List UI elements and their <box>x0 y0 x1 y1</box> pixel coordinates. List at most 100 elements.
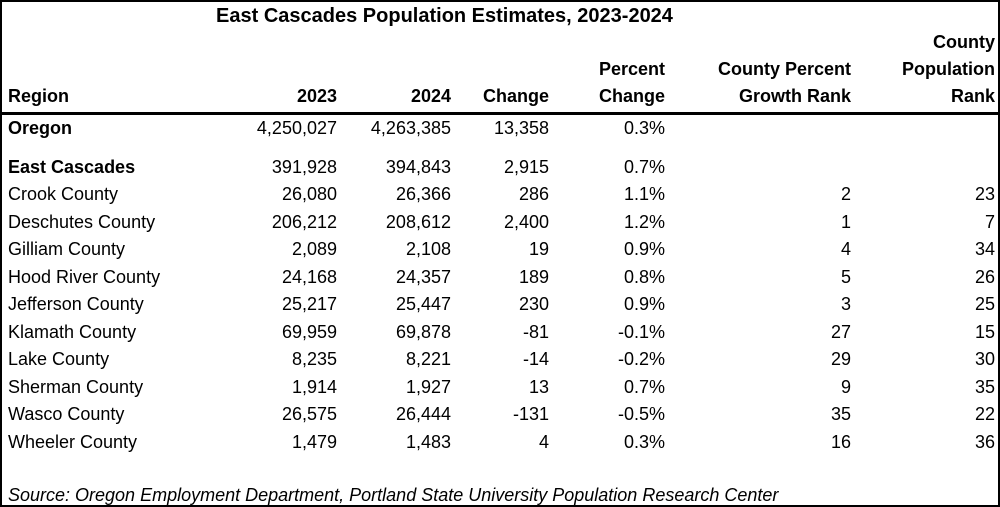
cell-region: Wheeler County <box>8 431 138 452</box>
cell-change: 13 <box>528 376 549 397</box>
cell-growth-rank: 1 <box>840 211 851 232</box>
cell-2024: 1,483 <box>405 431 451 452</box>
cell-2024: 25,447 <box>395 294 451 314</box>
cell-percent-change: 0.3% <box>623 118 665 138</box>
cell-2024: 69,878 <box>395 321 451 342</box>
cell-2023: 2,089 <box>291 239 337 259</box>
cell-change: 4 <box>538 431 549 452</box>
cell-2024: 24,357 <box>395 266 451 287</box>
cell-2023: 26,575 <box>281 404 337 424</box>
table-row-deschutes: Deschutes County 206,212 208,612 2,400 1… <box>2 209 998 237</box>
cell-percent-change: -0.1% <box>617 321 665 342</box>
cell-2023: 1,914 <box>291 376 337 397</box>
cell-2023: 4,250,027 <box>256 118 337 138</box>
cell-growth-rank: 27 <box>830 321 851 342</box>
cell-change: -81 <box>522 321 549 342</box>
table-row-jefferson: Jefferson County 25,217 25,447 230 0.9% … <box>2 291 998 319</box>
table-title: East Cascades Population Estimates, 2023… <box>216 5 673 27</box>
cell-growth-rank: 16 <box>830 431 851 452</box>
cell-region: Hood River County <box>8 266 161 287</box>
spacer-row <box>2 143 998 154</box>
cell-growth-rank <box>668 154 854 182</box>
cell-change: -131 <box>512 404 549 424</box>
cell-growth-rank: 4 <box>840 239 851 259</box>
cell-change: -14 <box>522 349 549 369</box>
cell-region: Klamath County <box>8 321 137 342</box>
cell-2024: 1,927 <box>405 376 451 397</box>
cell-2024: 8,221 <box>405 349 451 369</box>
cell-population-rank: 15 <box>974 321 995 342</box>
cell-percent-change: 0.9% <box>623 294 665 314</box>
cell-region: East Cascades <box>8 156 136 177</box>
cell-2024: 2,108 <box>405 239 451 259</box>
cell-growth-rank: 9 <box>840 376 851 397</box>
cell-change: 286 <box>518 184 549 204</box>
source-note: Source: Oregon Employment Department, Po… <box>8 485 779 505</box>
table-row-east-cascades: East Cascades 391,928 394,843 2,915 0.7% <box>2 154 998 182</box>
cell-population-rank: 36 <box>974 431 995 452</box>
cell-2024: 26,444 <box>395 404 451 424</box>
cell-region: Crook County <box>8 184 119 204</box>
cell-change: 230 <box>518 294 549 314</box>
cell-2023: 1,479 <box>291 431 337 452</box>
table-row-lake: Lake County 8,235 8,221 -14 -0.2% 29 30 <box>2 346 998 374</box>
header-2023: 2023 <box>234 29 340 115</box>
cell-2023: 26,080 <box>281 184 337 204</box>
cell-2023: 24,168 <box>281 266 337 287</box>
cell-2023: 391,928 <box>271 156 337 177</box>
table-row-wheeler: Wheeler County 1,479 1,483 4 0.3% 16 36 <box>2 429 998 457</box>
header-change: Change <box>454 29 552 115</box>
cell-2024: 208,612 <box>385 211 451 232</box>
cell-change: 2,915 <box>503 156 549 177</box>
table-row-gilliam: Gilliam County 2,089 2,108 19 0.9% 4 34 <box>2 236 998 264</box>
table-header: Region 2023 2024 Change Percent Change C… <box>2 29 998 115</box>
table-row-wasco: Wasco County 26,575 26,444 -131 -0.5% 35… <box>2 401 998 429</box>
cell-population-rank: 34 <box>974 239 995 259</box>
header-row: Region 2023 2024 Change Percent Change C… <box>2 29 998 115</box>
cell-change: 19 <box>528 239 549 259</box>
header-2024: 2024 <box>340 29 454 115</box>
table-row-klamath: Klamath County 69,959 69,878 -81 -0.1% 2… <box>2 319 998 347</box>
cell-percent-change: 0.9% <box>623 239 665 259</box>
cell-population-rank: 25 <box>974 294 995 314</box>
cell-change: 189 <box>518 266 549 287</box>
cell-2024: 26,366 <box>395 184 451 204</box>
cell-population-rank <box>854 114 998 143</box>
cell-population-rank: 35 <box>974 376 995 397</box>
cell-2024: 4,263,385 <box>370 118 451 138</box>
cell-region: Sherman County <box>8 376 144 397</box>
cell-2024: 394,843 <box>385 156 451 177</box>
cell-change: 2,400 <box>503 211 549 232</box>
cell-percent-change: 0.7% <box>623 156 665 177</box>
cell-growth-rank: 5 <box>840 266 851 287</box>
cell-change: 13,358 <box>493 118 549 138</box>
cell-region: Deschutes County <box>8 211 156 232</box>
cell-population-rank: 30 <box>974 349 995 369</box>
cell-2023: 8,235 <box>291 349 337 369</box>
cell-growth-rank: 3 <box>840 294 851 314</box>
cell-region: Oregon <box>8 118 73 138</box>
cell-percent-change: 0.7% <box>623 376 665 397</box>
cell-region: Wasco County <box>8 404 125 424</box>
cell-population-rank: 23 <box>974 184 995 204</box>
cell-growth-rank: 29 <box>830 349 851 369</box>
header-percent-change: Percent Change <box>552 29 668 115</box>
cell-growth-rank <box>668 114 854 143</box>
cell-growth-rank: 2 <box>840 184 851 204</box>
cell-2023: 206,212 <box>271 211 337 232</box>
cell-2023: 69,959 <box>281 321 337 342</box>
header-population-rank: County Population Rank <box>854 29 998 115</box>
table-row-crook: Crook County 26,080 26,366 286 1.1% 2 23 <box>2 181 998 209</box>
cell-population-rank <box>854 154 998 182</box>
cell-region: Jefferson County <box>8 294 144 314</box>
cell-population-rank: 26 <box>974 266 995 287</box>
population-table: Region 2023 2024 Change Percent Change C… <box>2 29 998 456</box>
cell-growth-rank: 35 <box>830 404 851 424</box>
cell-region: Gilliam County <box>8 239 126 259</box>
cell-population-rank: 22 <box>974 404 995 424</box>
cell-percent-change: -0.5% <box>617 404 665 424</box>
cell-percent-change: 0.3% <box>623 431 665 452</box>
header-region: Region <box>2 29 234 115</box>
header-growth-rank: County Percent Growth Rank <box>668 29 854 115</box>
